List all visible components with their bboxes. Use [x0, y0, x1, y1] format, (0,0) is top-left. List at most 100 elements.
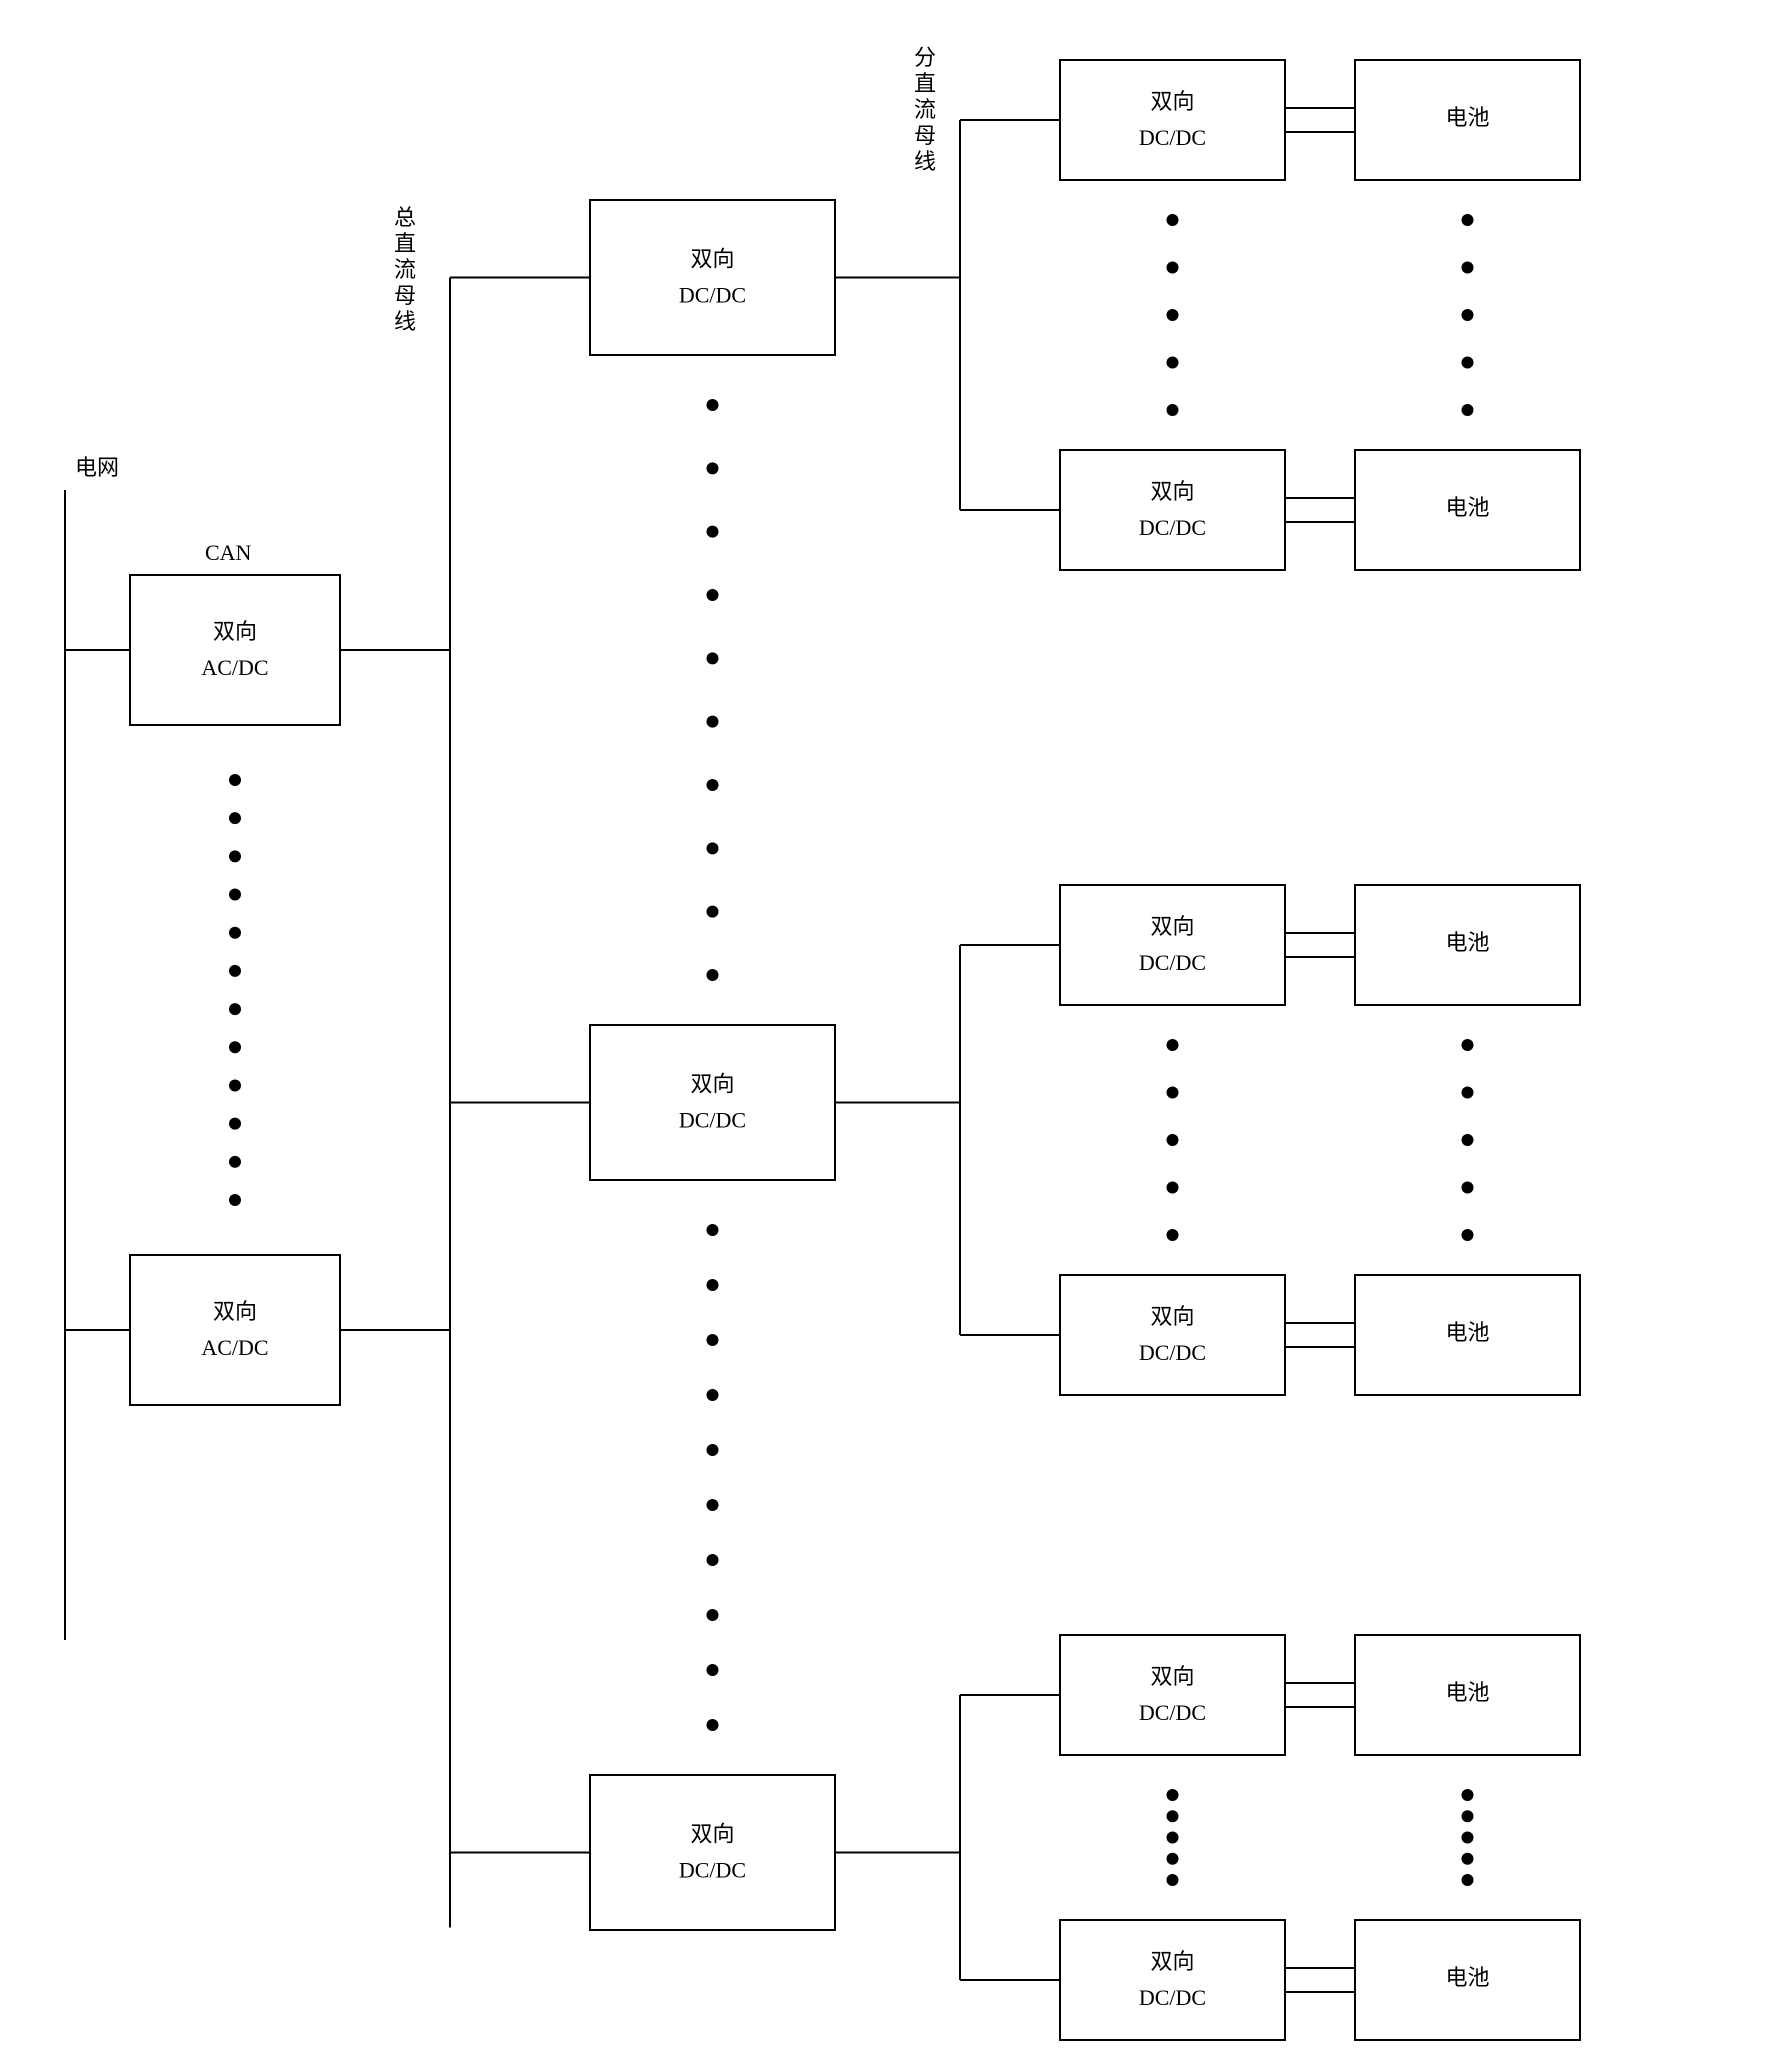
- ellipsis-dot: [1462, 357, 1474, 369]
- ellipsis-dot: [1462, 1789, 1474, 1801]
- mid-dcdc-box-2-label1: 双向: [690, 1072, 734, 1097]
- main-dc-bus-label: 总: [394, 205, 416, 230]
- ellipsis-dot: [1167, 357, 1179, 369]
- right-dcdc-g3-bot-label2: DC/DC: [1139, 1985, 1206, 2010]
- main-dc-bus-label: 母: [394, 283, 416, 308]
- battery-g3-bot-label: 电池: [1445, 1965, 1489, 1990]
- ellipsis-dot: [229, 1156, 241, 1168]
- right-dcdc-g1-top-label2: DC/DC: [1139, 125, 1206, 150]
- ellipsis-dot: [1462, 1832, 1474, 1844]
- ellipsis-dot: [1462, 1182, 1474, 1194]
- battery-g1-top-label: 电池: [1445, 105, 1489, 130]
- ellipsis-dot: [1167, 1810, 1179, 1822]
- mid-dcdc-box-3: [590, 1775, 835, 1930]
- ellipsis-dot: [1167, 309, 1179, 321]
- battery-g1-bot-label: 电池: [1445, 495, 1489, 520]
- grid-label: 电网: [75, 455, 119, 480]
- ellipsis-dot: [1167, 1229, 1179, 1241]
- ellipsis-dot: [707, 1389, 719, 1401]
- right-dcdc-g3-top-label1: 双向: [1150, 1664, 1194, 1689]
- sub-dc-bus-label: 流: [914, 97, 936, 122]
- right-dcdc-g1-bot-label2: DC/DC: [1139, 515, 1206, 540]
- main-dc-bus-label: 直: [394, 231, 416, 256]
- ellipsis-dot: [1462, 309, 1474, 321]
- ellipsis-dot: [1167, 1039, 1179, 1051]
- ellipsis-dot: [1167, 1874, 1179, 1886]
- ellipsis-dot: [1462, 262, 1474, 274]
- ellipsis-dot: [707, 1444, 719, 1456]
- mid-dcdc-box-1: [590, 200, 835, 355]
- right-dcdc-g3-top-label2: DC/DC: [1139, 1700, 1206, 1725]
- ellipsis-dot: [1462, 1039, 1474, 1051]
- ellipsis-dot: [229, 1118, 241, 1130]
- ellipsis-dot: [1462, 214, 1474, 226]
- ellipsis-dot: [707, 1609, 719, 1621]
- right-dcdc-g2-top-label1: 双向: [1150, 914, 1194, 939]
- mid-dcdc-box-2: [590, 1025, 835, 1180]
- right-dcdc-g3-bot-label1: 双向: [1150, 1949, 1194, 1974]
- ellipsis-dot: [229, 927, 241, 939]
- ellipsis-dot: [1167, 1087, 1179, 1099]
- ellipsis-dot: [1167, 404, 1179, 416]
- right-dcdc-g2-bot-label2: DC/DC: [1139, 1340, 1206, 1365]
- acdc-box-1-label1: 双向: [213, 619, 257, 644]
- right-dcdc-g1-bot-label1: 双向: [1150, 479, 1194, 504]
- ellipsis-dot: [1167, 1789, 1179, 1801]
- sub-dc-bus-label: 线: [914, 149, 936, 174]
- acdc-box-2-label2: AC/DC: [201, 1335, 268, 1360]
- ellipsis-dot: [229, 965, 241, 977]
- ellipsis-dot: [1462, 1874, 1474, 1886]
- ellipsis-dot: [707, 526, 719, 538]
- ellipsis-dot: [707, 1334, 719, 1346]
- ellipsis-dot: [1462, 1134, 1474, 1146]
- mid-dcdc-box-3-label2: DC/DC: [679, 1858, 746, 1883]
- ellipsis-dot: [707, 1279, 719, 1291]
- ellipsis-dot: [229, 1194, 241, 1206]
- acdc-box-1-label2: AC/DC: [201, 655, 268, 680]
- ellipsis-dot: [1167, 1832, 1179, 1844]
- ellipsis-dot: [1167, 1182, 1179, 1194]
- ellipsis-dot: [707, 1719, 719, 1731]
- ellipsis-dot: [1462, 1229, 1474, 1241]
- right-dcdc-g2-bot: [1060, 1275, 1285, 1395]
- acdc-box-2-label1: 双向: [213, 1299, 257, 1324]
- ellipsis-dot: [707, 462, 719, 474]
- acdc-box-1: [130, 575, 340, 725]
- ellipsis-dot: [707, 1224, 719, 1236]
- ellipsis-dot: [707, 1499, 719, 1511]
- ellipsis-dot: [1462, 404, 1474, 416]
- ellipsis-dot: [707, 399, 719, 411]
- battery-g3-top-label: 电池: [1445, 1680, 1489, 1705]
- ellipsis-dot: [707, 1664, 719, 1676]
- right-dcdc-g1-top-label1: 双向: [1150, 89, 1194, 114]
- right-dcdc-g2-top: [1060, 885, 1285, 1005]
- sub-dc-bus-label: 分: [914, 45, 936, 70]
- right-dcdc-g2-top-label2: DC/DC: [1139, 950, 1206, 975]
- right-dcdc-g3-bot: [1060, 1920, 1285, 2040]
- ellipsis-dot: [707, 652, 719, 664]
- mid-dcdc-box-2-label2: DC/DC: [679, 1108, 746, 1133]
- battery-g2-bot-label: 电池: [1445, 1320, 1489, 1345]
- mid-dcdc-box-1-label2: DC/DC: [679, 283, 746, 308]
- right-dcdc-g1-bot: [1060, 450, 1285, 570]
- ellipsis-dot: [707, 589, 719, 601]
- ellipsis-dot: [229, 850, 241, 862]
- ellipsis-dot: [1167, 262, 1179, 274]
- ellipsis-dot: [707, 906, 719, 918]
- ellipsis-dot: [1462, 1853, 1474, 1865]
- ellipsis-dot: [1167, 1853, 1179, 1865]
- ellipsis-dot: [707, 842, 719, 854]
- ellipsis-dot: [1462, 1810, 1474, 1822]
- sub-dc-bus-label: 母: [914, 123, 936, 148]
- ellipsis-dot: [707, 1554, 719, 1566]
- ellipsis-dot: [707, 716, 719, 728]
- main-dc-bus-label: 流: [394, 257, 416, 282]
- ellipsis-dot: [229, 889, 241, 901]
- ellipsis-dot: [1167, 1134, 1179, 1146]
- ellipsis-dot: [1167, 214, 1179, 226]
- acdc-box-2: [130, 1255, 340, 1405]
- ellipsis-dot: [1462, 1087, 1474, 1099]
- main-dc-bus-label: 线: [394, 309, 416, 334]
- mid-dcdc-box-3-label1: 双向: [690, 1822, 734, 1847]
- ellipsis-dot: [707, 969, 719, 981]
